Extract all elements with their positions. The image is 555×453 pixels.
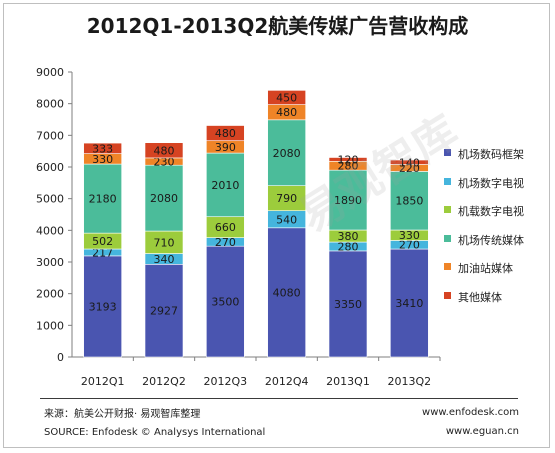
bar-segment	[83, 163, 122, 234]
data-label: 2080	[150, 192, 178, 205]
legend-swatch	[444, 291, 451, 299]
bar-segment	[267, 227, 306, 358]
data-label: 330	[92, 153, 113, 166]
legend-item: 加油站媒体	[444, 260, 554, 289]
bar-segment	[390, 248, 429, 358]
bar-segment	[144, 142, 184, 159]
chart-title: 2012Q1-2013Q2航美传媒广告营收构成	[86, 14, 469, 38]
legend-swatch	[444, 206, 451, 213]
data-label: 3350	[334, 298, 362, 311]
y-tick-label: 5000	[36, 193, 64, 206]
legend-label: 机场数码框架	[458, 148, 524, 161]
legend-swatch	[444, 149, 451, 156]
data-label: 380	[338, 230, 359, 243]
site-link-enfodesk[interactable]: www.enfodesk.com	[422, 407, 519, 418]
data-label: 502	[92, 235, 113, 248]
y-tick-label: 8000	[36, 98, 64, 111]
bar-segment	[267, 90, 306, 105]
footer-divider	[40, 398, 518, 399]
y-tick-label: 6000	[36, 161, 64, 174]
site-link-eguan[interactable]: www.eguan.cn	[445, 426, 519, 437]
y-tick-label: 3000	[36, 256, 64, 269]
data-label: 480	[276, 106, 297, 119]
data-label: 4080	[273, 286, 301, 299]
data-label: 280	[338, 160, 359, 173]
data-label: 390	[215, 141, 236, 154]
chart-legend: 机场数码框架 机场数字电视 机载数字电视 机场传统媒体 加油站媒体其他媒体	[444, 146, 554, 317]
data-label: 480	[215, 127, 236, 140]
bar-segment	[83, 142, 122, 154]
legend-item: 机场数码框架	[444, 146, 554, 175]
x-tick-label: 2013Q2	[388, 375, 432, 388]
legend-label: 机场传统媒体	[458, 233, 524, 247]
data-label: 230	[154, 156, 175, 169]
legend-item: 机场数字电视	[444, 175, 554, 204]
bar-segment	[328, 169, 368, 231]
bar-segment	[206, 152, 245, 218]
bar-segment	[390, 171, 429, 231]
data-label: 790	[276, 192, 297, 205]
data-label: 2180	[89, 193, 117, 206]
data-label: 330	[399, 229, 420, 242]
data-label: 480	[154, 144, 175, 157]
x-tick-label: 2012Q1	[81, 375, 125, 388]
data-label: 270	[215, 236, 236, 249]
data-label: 270	[399, 239, 420, 252]
data-label: 120	[338, 153, 359, 166]
bar-segment	[328, 250, 368, 358]
legend-swatch	[444, 234, 451, 242]
data-label: 280	[338, 240, 359, 253]
bar-segment	[206, 125, 245, 142]
bar-segment	[390, 159, 429, 165]
legend-label: 机载数字电视	[458, 205, 524, 218]
data-label: 540	[276, 213, 297, 226]
legend-swatch	[444, 177, 451, 185]
y-tick-label: 1000	[36, 319, 64, 332]
data-label: 2010	[211, 179, 239, 192]
x-tick-label: 2013Q1	[326, 375, 370, 388]
data-label: 3193	[89, 300, 117, 313]
y-tick-label: 9000	[36, 66, 64, 79]
data-label: 660	[215, 221, 236, 234]
legend-label: 加油站媒体	[458, 262, 513, 275]
legend-item: 其他媒体	[444, 289, 554, 318]
legend-item: 机载数字电视	[444, 203, 554, 232]
data-label: 1890	[334, 194, 362, 207]
bar-segment	[206, 245, 245, 358]
data-label: 217	[92, 246, 113, 259]
legend-swatch	[444, 263, 451, 270]
legend-item: 机场传统媒体	[444, 232, 554, 261]
data-label: 710	[154, 236, 175, 249]
legend-label: 机场数字电视	[458, 176, 524, 190]
y-tick-label: 4000	[36, 224, 64, 237]
legend-label: 其他媒体	[458, 290, 502, 304]
data-label: 3410	[395, 297, 423, 310]
data-label: 2080	[273, 147, 301, 160]
x-tick-label: 2012Q3	[204, 375, 248, 388]
bar-segment	[267, 185, 306, 212]
bar-segment	[83, 255, 122, 358]
bar-segment	[144, 164, 184, 232]
y-tick-label: 2000	[36, 288, 64, 301]
source-note: 来源：航美公开财报· 易观智库整理 SOURCE: Enfodesk © Ana…	[44, 406, 265, 442]
data-label: 450	[276, 91, 297, 104]
x-tick-label: 2012Q2	[142, 375, 186, 388]
data-label: 333	[92, 142, 113, 155]
x-tick-label: 2012Q4	[265, 375, 309, 388]
bar-segment	[328, 157, 368, 162]
y-tick-label: 7000	[36, 129, 64, 142]
data-label: 3500	[211, 296, 239, 309]
data-label: 1850	[395, 195, 423, 208]
source-cn: 来源：航美公开财报· 易观智库整理	[44, 409, 201, 420]
site-links: www.enfodesk.com www.eguan.cn	[422, 403, 519, 441]
data-label: 2927	[150, 305, 178, 318]
y-tick-label: 0	[57, 351, 64, 364]
source-en: SOURCE: Enfodesk © Analysys Internationa…	[44, 427, 266, 438]
bar-segment	[144, 264, 184, 358]
data-label: 220	[399, 162, 420, 175]
data-label: 140	[399, 156, 420, 169]
data-label: 340	[154, 253, 175, 266]
